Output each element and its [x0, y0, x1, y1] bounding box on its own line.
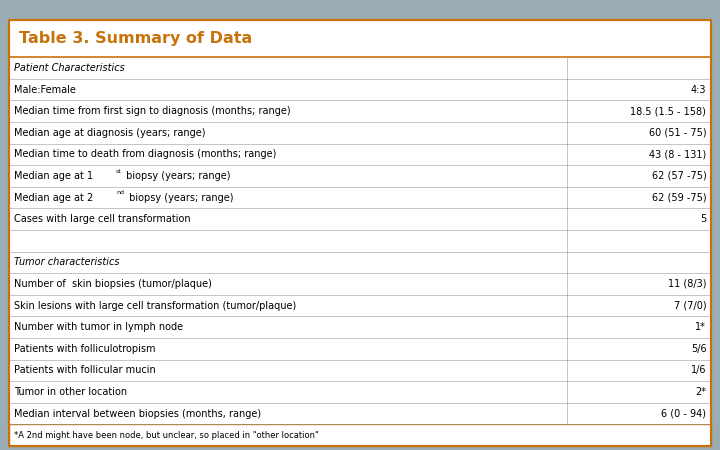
Text: st: st	[116, 169, 122, 174]
Text: 1*: 1*	[696, 322, 706, 332]
Text: Number with tumor in lymph node: Number with tumor in lymph node	[14, 322, 183, 332]
Bar	[9, 295, 711, 316]
Bar	[9, 57, 711, 79]
Bar	[9, 20, 711, 424]
Text: 2*: 2*	[696, 387, 706, 397]
Text: Patient Characteristics: Patient Characteristics	[14, 63, 125, 73]
Text: Male:Female: Male:Female	[14, 85, 76, 94]
Text: 11 (8/3): 11 (8/3)	[668, 279, 706, 289]
Bar	[9, 79, 711, 100]
Text: 4:3: 4:3	[690, 85, 706, 94]
Text: 43 (8 - 131): 43 (8 - 131)	[649, 149, 706, 159]
Text: 1/6: 1/6	[690, 365, 706, 375]
Bar	[9, 100, 711, 122]
Text: Median age at 2: Median age at 2	[14, 193, 93, 202]
Text: 5: 5	[700, 214, 706, 224]
Text: Median time from first sign to diagnosis (months; range): Median time from first sign to diagnosis…	[14, 106, 290, 116]
Bar	[9, 144, 711, 165]
Bar	[9, 187, 711, 208]
Text: biopsy (years; range): biopsy (years; range)	[126, 193, 234, 202]
Text: 60 (51 - 75): 60 (51 - 75)	[649, 128, 706, 138]
Bar	[9, 316, 711, 338]
Text: Tumor in other location: Tumor in other location	[14, 387, 127, 397]
Bar	[9, 252, 711, 273]
Bar	[9, 338, 711, 360]
Text: biopsy (years; range): biopsy (years; range)	[123, 171, 230, 181]
Bar	[9, 403, 711, 424]
Text: 7 (7/0): 7 (7/0)	[674, 301, 706, 310]
Text: nd: nd	[116, 190, 124, 195]
Text: 18.5 (1.5 - 158): 18.5 (1.5 - 158)	[631, 106, 706, 116]
Text: Cases with large cell transformation: Cases with large cell transformation	[14, 214, 190, 224]
Bar	[9, 230, 711, 252]
Bar	[9, 122, 711, 144]
Text: Median time to death from diagnosis (months; range): Median time to death from diagnosis (mon…	[14, 149, 276, 159]
Bar	[9, 208, 711, 230]
Text: 62 (59 -75): 62 (59 -75)	[652, 193, 706, 202]
Text: 62 (57 -75): 62 (57 -75)	[652, 171, 706, 181]
Bar	[9, 273, 711, 295]
Text: Number of  skin biopsies (tumor/plaque): Number of skin biopsies (tumor/plaque)	[14, 279, 212, 289]
Text: Patients with follicular mucin: Patients with follicular mucin	[14, 365, 156, 375]
Bar	[9, 381, 711, 403]
Bar	[9, 360, 711, 381]
Text: Patients with folliculotropism: Patients with folliculotropism	[14, 344, 156, 354]
Text: Skin lesions with large cell transformation (tumor/plaque): Skin lesions with large cell transformat…	[14, 301, 296, 310]
Text: Median age at diagnosis (years; range): Median age at diagnosis (years; range)	[14, 128, 205, 138]
Text: 6 (0 - 94): 6 (0 - 94)	[661, 409, 706, 419]
Bar	[9, 165, 711, 187]
Text: Median interval between biopsies (months, range): Median interval between biopsies (months…	[14, 409, 261, 419]
Text: 5/6: 5/6	[690, 344, 706, 354]
Bar	[9, 424, 711, 446]
Text: Table 3. Summary of Data: Table 3. Summary of Data	[19, 31, 252, 46]
Text: *A 2nd might have been node, but unclear, so placed in "other location": *A 2nd might have been node, but unclear…	[14, 431, 318, 440]
Text: Median age at 1: Median age at 1	[14, 171, 93, 181]
Text: Tumor characteristics: Tumor characteristics	[14, 257, 120, 267]
